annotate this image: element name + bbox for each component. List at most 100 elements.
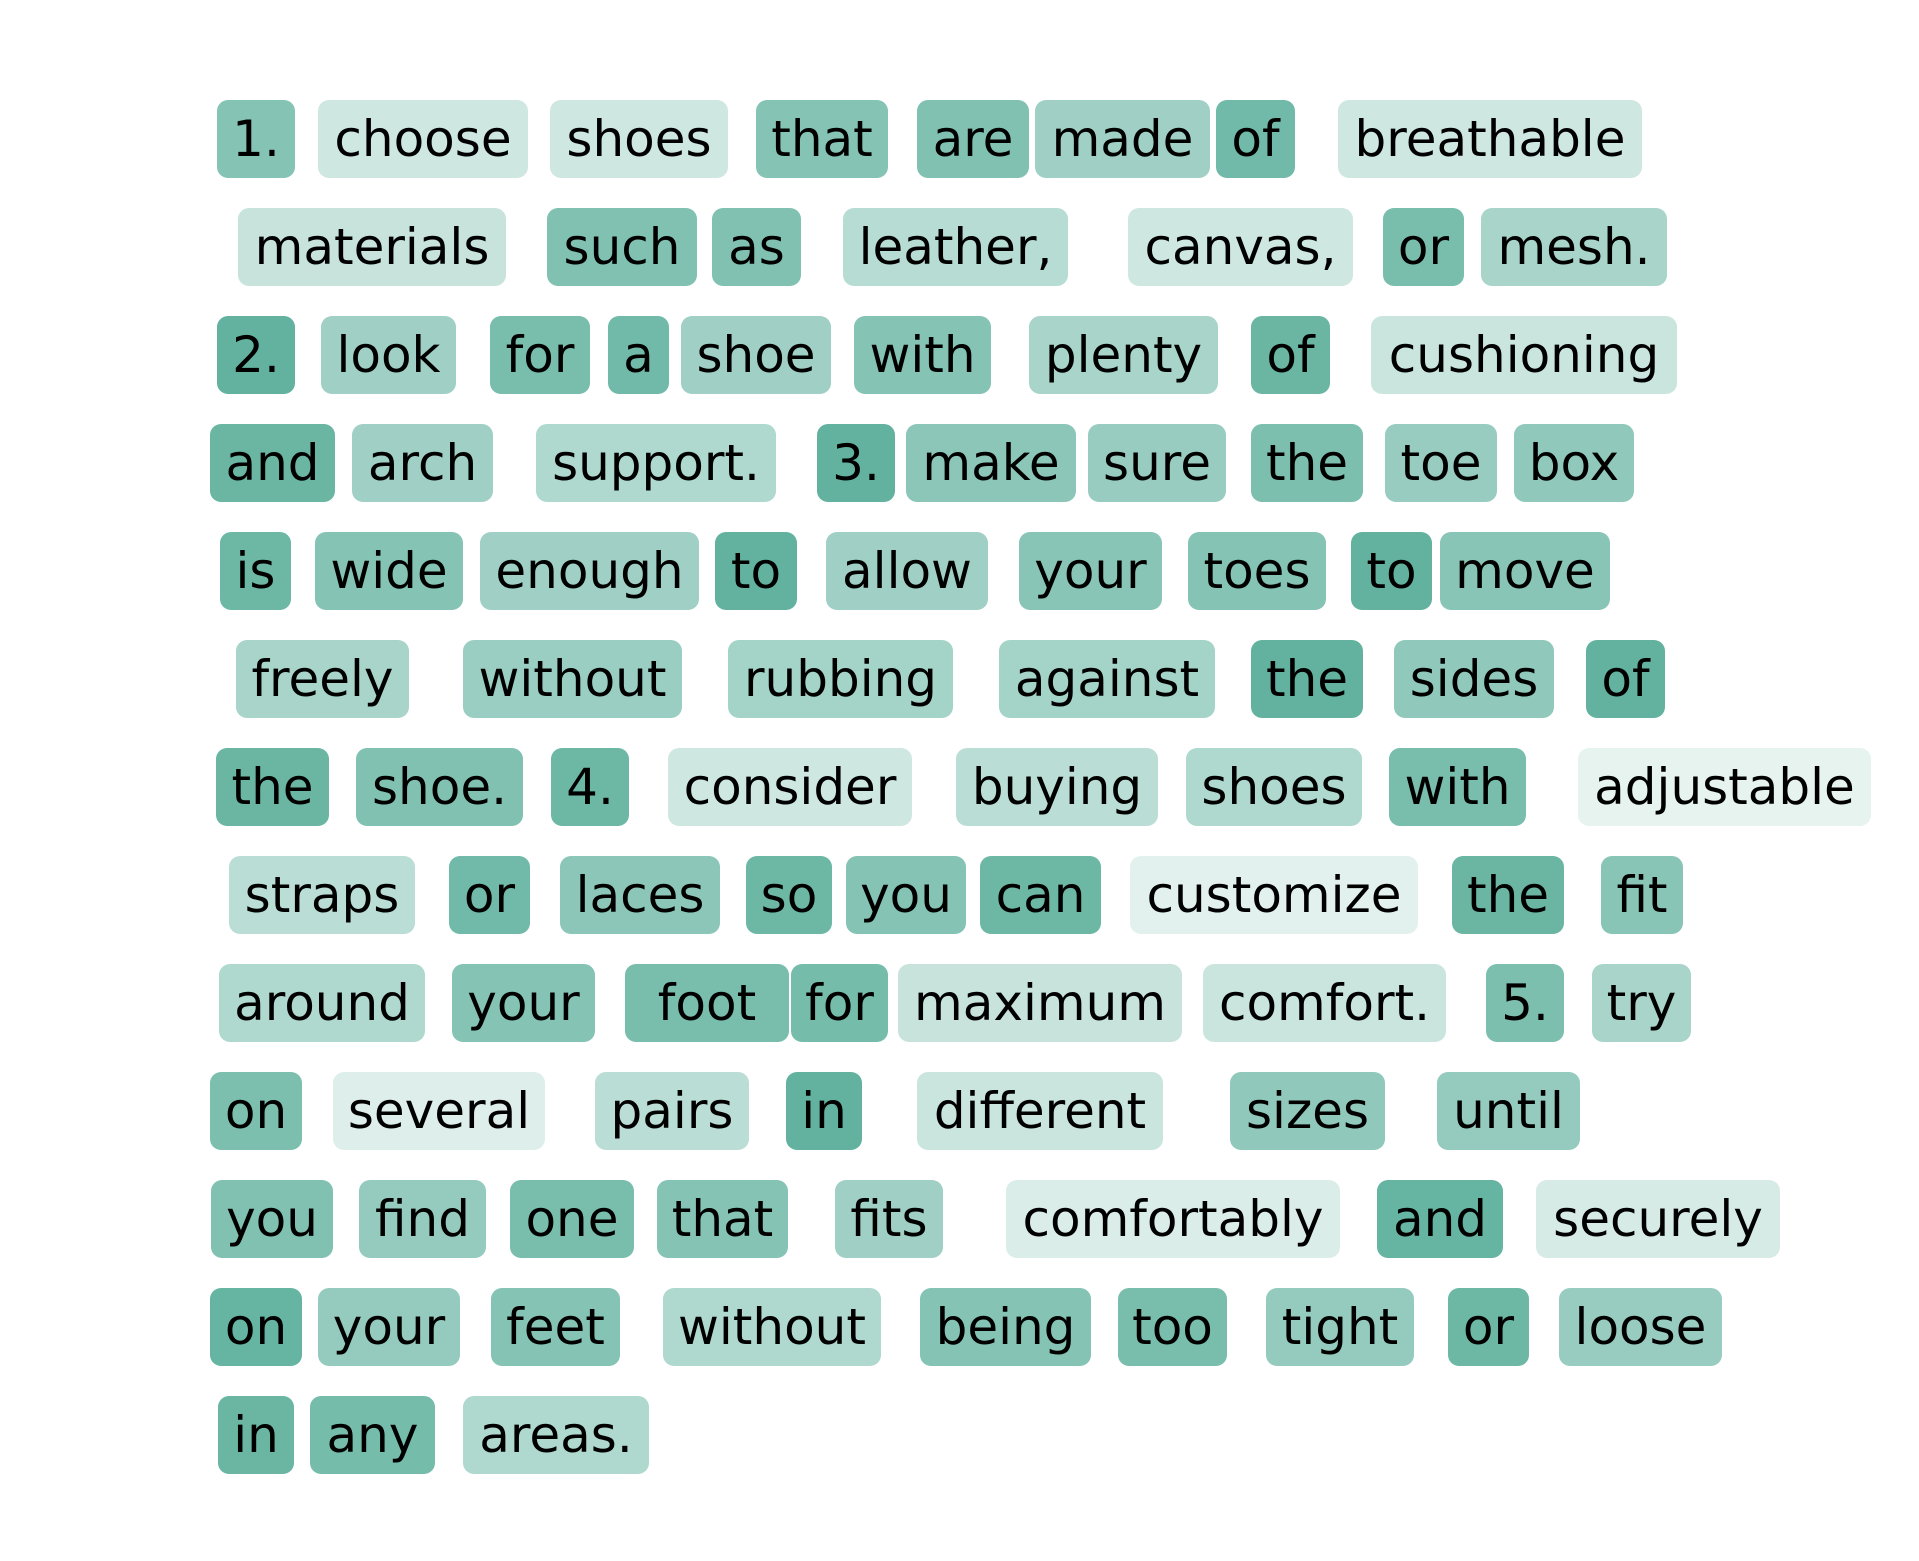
- token-78: different: [917, 1072, 1163, 1150]
- token-96: or: [1448, 1288, 1529, 1366]
- token-79: sizes: [1230, 1072, 1385, 1150]
- token-74: on: [210, 1072, 302, 1150]
- token-19: shoe: [681, 316, 831, 394]
- token-92: without: [663, 1288, 881, 1366]
- token-77: in: [786, 1072, 862, 1150]
- token-18: a: [608, 316, 669, 394]
- token-98: in: [218, 1396, 294, 1474]
- token-57: straps: [229, 856, 415, 934]
- token-71: comfort.: [1203, 964, 1446, 1042]
- token-100: areas.: [463, 1396, 649, 1474]
- token-5: made: [1035, 100, 1210, 178]
- token-91: feet: [491, 1288, 620, 1366]
- token-24: and: [210, 424, 335, 502]
- token-17: for: [490, 316, 590, 394]
- token-52: consider: [668, 748, 912, 826]
- token-58: or: [449, 856, 530, 934]
- token-66: around: [219, 964, 425, 1042]
- token-13: or: [1383, 208, 1464, 286]
- token-26: support.: [536, 424, 776, 502]
- token-35: enough: [480, 532, 699, 610]
- token-22: of: [1251, 316, 1330, 394]
- token-87: and: [1377, 1180, 1503, 1258]
- token-62: can: [980, 856, 1101, 934]
- token-4: are: [917, 100, 1029, 178]
- token-70: maximum: [898, 964, 1182, 1042]
- token-97: loose: [1559, 1288, 1722, 1366]
- token-21: plenty: [1029, 316, 1218, 394]
- token-7: breathable: [1338, 100, 1642, 178]
- token-95: tight: [1266, 1288, 1414, 1366]
- token-56: adjustable: [1578, 748, 1871, 826]
- token-34: wide: [315, 532, 463, 610]
- token-44: rubbing: [728, 640, 953, 718]
- token-14: mesh.: [1481, 208, 1667, 286]
- token-50: shoe.: [356, 748, 523, 826]
- token-1: choose: [318, 100, 528, 178]
- token-51: 4.: [551, 748, 629, 826]
- token-32: box: [1514, 424, 1634, 502]
- token-20: with: [854, 316, 991, 394]
- token-69: for: [791, 964, 888, 1042]
- token-76: pairs: [595, 1072, 749, 1150]
- token-43: without: [463, 640, 682, 718]
- token-0: 1.: [217, 100, 295, 178]
- token-28: make: [906, 424, 1076, 502]
- token-85: fits: [835, 1180, 943, 1258]
- token-10: as: [712, 208, 801, 286]
- token-86: comfortably: [1006, 1180, 1340, 1258]
- token-81: you: [211, 1180, 333, 1258]
- token-61: you: [846, 856, 966, 934]
- token-36: to: [715, 532, 797, 610]
- token-40: to: [1351, 532, 1432, 610]
- token-80: until: [1437, 1072, 1580, 1150]
- token-55: with: [1389, 748, 1526, 826]
- token-47: sides: [1394, 640, 1554, 718]
- token-42: freely: [236, 640, 409, 718]
- token-23: cushioning: [1371, 316, 1677, 394]
- token-2: shoes: [550, 100, 728, 178]
- token-90: your: [318, 1288, 460, 1366]
- token-37: allow: [826, 532, 988, 610]
- token-33: is: [220, 532, 291, 610]
- token-39: toes: [1188, 532, 1326, 610]
- token-11: leather,: [843, 208, 1068, 286]
- token-8: materials: [238, 208, 506, 286]
- token-16: look: [321, 316, 456, 394]
- token-67: your: [452, 964, 595, 1042]
- token-25: arch: [352, 424, 493, 502]
- token-46: the: [1251, 640, 1363, 718]
- token-73: try: [1592, 964, 1691, 1042]
- token-64: the: [1452, 856, 1564, 934]
- token-30: the: [1251, 424, 1363, 502]
- token-89: on: [210, 1288, 302, 1366]
- token-63: customize: [1130, 856, 1418, 934]
- token-72: 5.: [1486, 964, 1564, 1042]
- token-82: find: [359, 1180, 486, 1258]
- token-41: move: [1440, 532, 1610, 610]
- token-6: of: [1216, 100, 1295, 178]
- token-29: sure: [1088, 424, 1226, 502]
- token-49: the: [216, 748, 329, 826]
- token-99: any: [310, 1396, 435, 1474]
- token-53: buying: [956, 748, 1158, 826]
- token-54: shoes: [1186, 748, 1362, 826]
- token-31: toe: [1385, 424, 1497, 502]
- token-59: laces: [560, 856, 720, 934]
- token-48: of: [1586, 640, 1665, 718]
- token-12: canvas,: [1128, 208, 1353, 286]
- token-88: securely: [1536, 1180, 1780, 1258]
- token-94: too: [1118, 1288, 1227, 1366]
- token-75: several: [333, 1072, 545, 1150]
- token-38: your: [1019, 532, 1162, 610]
- token-84: that: [657, 1180, 788, 1258]
- token-93: being: [920, 1288, 1091, 1366]
- token-15: 2.: [217, 316, 295, 394]
- token-60: so: [746, 856, 832, 934]
- token-3: that: [756, 100, 888, 178]
- token-45: against: [999, 640, 1215, 718]
- token-83: one: [510, 1180, 634, 1258]
- token-9: such: [547, 208, 697, 286]
- token-65: fit: [1601, 856, 1683, 934]
